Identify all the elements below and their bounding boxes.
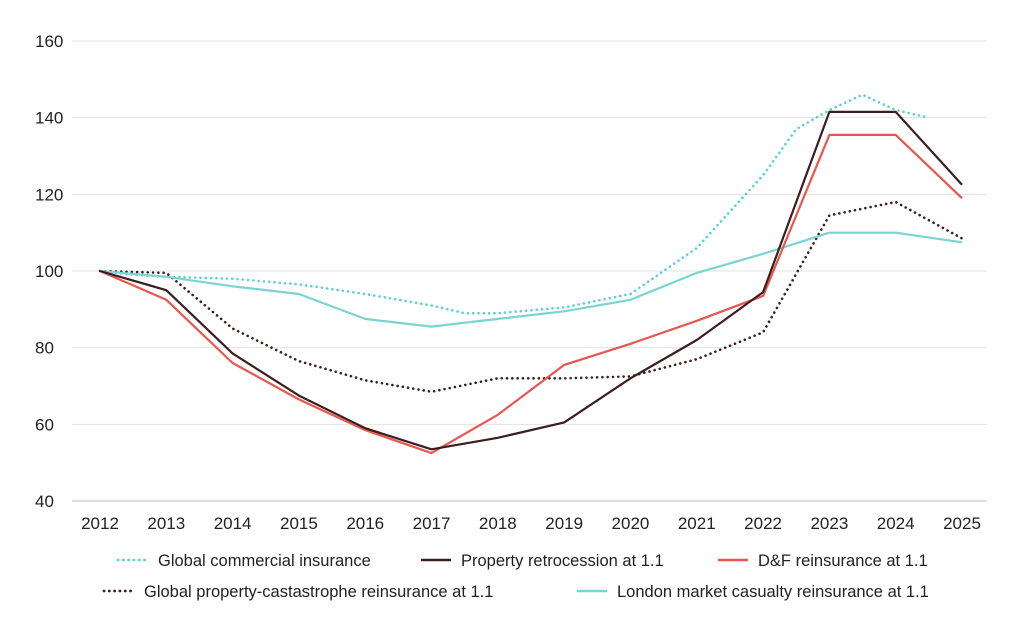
y-tick-label: 80 xyxy=(35,339,54,358)
series-lines xyxy=(98,93,964,455)
x-tick-label: 2019 xyxy=(545,514,583,533)
x-tick-label: 2021 xyxy=(678,514,716,533)
grid-lines xyxy=(72,40,987,502)
x-tick-label: 2022 xyxy=(744,514,782,533)
x-tick-label: 2014 xyxy=(214,514,252,533)
legend-item: Property retrocession at 1.1 xyxy=(421,552,664,570)
y-tick-label: 120 xyxy=(35,185,63,204)
series-line-4 xyxy=(98,200,964,394)
y-axis: 40 60 80 100 120 140 160 xyxy=(35,32,63,511)
series-line-2 xyxy=(99,110,963,451)
x-tick-label: 2020 xyxy=(612,514,650,533)
x-tick-label: 2025 xyxy=(943,514,981,533)
y-tick-label: 40 xyxy=(35,492,54,511)
legend: Global commercial insurance Property retr… xyxy=(102,552,929,601)
series-line-5 xyxy=(99,231,963,328)
y-tick-label: 100 xyxy=(35,262,63,281)
x-tick-label: 2024 xyxy=(877,514,915,533)
series-line-3 xyxy=(99,133,963,455)
legend-item: Global commercial insurance xyxy=(116,552,371,570)
x-tick-label: 2017 xyxy=(413,514,451,533)
legend-label: Property retrocession at 1.1 xyxy=(461,552,664,570)
x-axis: 2012 2013 2014 2015 2016 2017 2018 2019 2020 2021… xyxy=(81,514,981,533)
legend-label: Global property-castastrophe reinsurance… xyxy=(144,583,493,601)
legend-item: London market casualty reinsurance at 1.… xyxy=(577,583,929,601)
x-tick-label: 2023 xyxy=(810,514,848,533)
legend-label: D&F reinsurance at 1.1 xyxy=(758,552,928,570)
legend-item: Global property-castastrophe reinsurance… xyxy=(102,583,493,601)
x-tick-label: 2012 xyxy=(81,514,119,533)
legend-label: London market casualty reinsurance at 1.… xyxy=(617,583,929,601)
x-tick-label: 2015 xyxy=(280,514,318,533)
x-tick-label: 2016 xyxy=(346,514,384,533)
x-tick-label: 2013 xyxy=(147,514,185,533)
y-tick-label: 160 xyxy=(35,32,63,51)
series-line-1 xyxy=(98,93,931,315)
x-tick-label: 2018 xyxy=(479,514,517,533)
legend-label: Global commercial insurance xyxy=(158,552,371,570)
legend-item: D&F reinsurance at 1.1 xyxy=(718,552,928,570)
y-tick-label: 60 xyxy=(35,415,54,434)
y-tick-label: 140 xyxy=(35,109,63,128)
